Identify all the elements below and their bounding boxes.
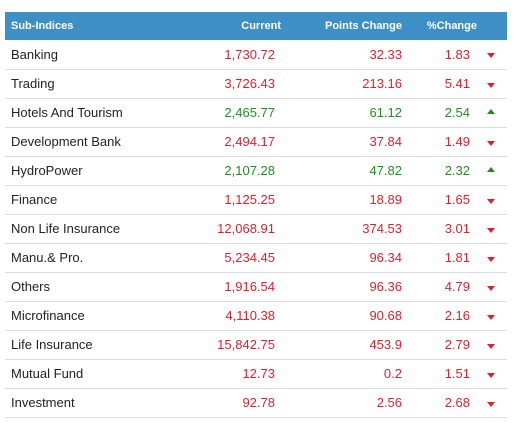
current-value: 92.78: [168, 388, 311, 418]
table-row[interactable]: Development Bank 2,494.17 37.84 1.49: [5, 127, 507, 157]
percent-change-cell: 3.01: [416, 214, 507, 244]
sub-index-name[interactable]: Banking: [5, 40, 168, 70]
sub-index-name[interactable]: Finance: [5, 185, 168, 215]
points-change-value: 61.12: [311, 98, 416, 128]
points-change-value: 37.84: [311, 127, 416, 157]
header-sub-indices[interactable]: Sub-Indices: [11, 20, 74, 32]
current-value: 4,110.38: [168, 301, 311, 331]
percent-change-cell: 1.51: [416, 359, 507, 389]
table-header-row: Sub-Indices Current Points Change %Chang…: [5, 12, 507, 40]
table-body: Banking 1,730.72 32.33 1.83 Trading 3,726.43 2…: [5, 40, 507, 418]
sub-index-name[interactable]: Mutual Fund: [5, 359, 168, 389]
current-value: 12,068.91: [168, 214, 311, 244]
current-value: 1,730.72: [168, 40, 311, 70]
sub-index-name[interactable]: Trading: [5, 69, 168, 99]
sub-index-name[interactable]: Microfinance: [5, 301, 168, 331]
points-change-value: 213.16: [311, 69, 416, 99]
percent-change-cell: 1.65: [416, 185, 507, 215]
current-value: 2,107.28: [168, 156, 311, 186]
header-points-change[interactable]: Points Change: [324, 20, 402, 32]
percent-change-value: 2.16: [444, 308, 470, 323]
current-value: 1,125.25: [168, 185, 311, 215]
percent-change-value: 1.49: [444, 134, 470, 149]
percent-change-cell: 1.81: [416, 243, 507, 273]
points-change-value: 47.82: [311, 156, 416, 186]
percent-change-cell: 2.16: [416, 301, 507, 331]
points-change-value: 32.33: [311, 40, 416, 70]
percent-change-value: 1.51: [444, 366, 470, 381]
percent-change-cell: 2.32: [416, 156, 507, 186]
percent-change-value: 1.81: [444, 250, 470, 265]
percent-change-value: 2.79: [444, 337, 470, 352]
sub-index-name[interactable]: Non Life Insurance: [5, 214, 168, 244]
table-row[interactable]: Life Insurance 15,842.75 453.9 2.79: [5, 330, 507, 360]
header-current[interactable]: Current: [241, 20, 281, 32]
percent-change-cell: 4.79: [416, 272, 507, 302]
points-change-value: 18.89: [311, 185, 416, 215]
sub-index-name[interactable]: Life Insurance: [5, 330, 168, 360]
caret-up-icon: [487, 166, 495, 172]
table-row[interactable]: Trading 3,726.43 213.16 5.41: [5, 69, 507, 99]
caret-down-icon: [487, 343, 495, 349]
sub-index-name[interactable]: Investment: [5, 388, 168, 418]
sub-index-name[interactable]: Development Bank: [5, 127, 168, 157]
points-change-value: 96.34: [311, 243, 416, 273]
points-change-value: 0.2: [311, 359, 416, 389]
table-row[interactable]: Microfinance 4,110.38 90.68 2.16: [5, 301, 507, 331]
caret-down-icon: [487, 401, 495, 407]
current-value: 1,916.54: [168, 272, 311, 302]
percent-change-value: 2.32: [444, 163, 470, 178]
percent-change-value: 2.54: [444, 105, 470, 120]
percent-change-value: 1.83: [444, 46, 470, 62]
caret-down-icon: [487, 53, 495, 59]
caret-down-icon: [487, 285, 495, 291]
caret-up-icon: [487, 108, 495, 114]
caret-down-icon: [487, 140, 495, 146]
points-change-value: 96.36: [311, 272, 416, 302]
current-value: 2,494.17: [168, 127, 311, 157]
caret-down-icon: [487, 256, 495, 262]
points-change-value: 453.9: [311, 330, 416, 360]
percent-change-cell: 1.49: [416, 127, 507, 157]
table-row[interactable]: HydroPower 2,107.28 47.82 2.32: [5, 156, 507, 186]
caret-down-icon: [487, 372, 495, 378]
percent-change-cell: 2.68: [416, 388, 507, 418]
caret-down-icon: [487, 227, 495, 233]
percent-change-cell: 2.79: [416, 330, 507, 360]
percent-change-value: 5.41: [444, 76, 470, 91]
table-row[interactable]: Investment 92.78 2.56 2.68: [5, 388, 507, 418]
percent-change-cell: 2.54: [416, 98, 507, 128]
sub-index-name[interactable]: Others: [5, 272, 168, 302]
points-change-value: 374.53: [311, 214, 416, 244]
percent-change-value: 2.68: [444, 395, 470, 410]
sub-index-name[interactable]: Manu.& Pro.: [5, 243, 168, 273]
percent-change-cell: 1.83: [416, 40, 507, 70]
sub-indices-table-container: Sub-Indices Current Points Change %Chang…: [5, 12, 507, 418]
current-value: 3,726.43: [168, 69, 311, 99]
caret-down-icon: [487, 314, 495, 320]
header-percent-change[interactable]: %Change: [426, 20, 477, 32]
table-row[interactable]: Banking 1,730.72 32.33 1.83: [5, 40, 507, 70]
percent-change-value: 4.79: [444, 279, 470, 294]
table-row[interactable]: Others 1,916.54 96.36 4.79: [5, 272, 507, 302]
percent-change-cell: 5.41: [416, 69, 507, 99]
current-value: 5,234.45: [168, 243, 311, 273]
percent-change-value: 3.01: [444, 221, 470, 236]
table-row[interactable]: Manu.& Pro. 5,234.45 96.34 1.81: [5, 243, 507, 273]
table-row[interactable]: Non Life Insurance 12,068.91 374.53 3.01: [5, 214, 507, 244]
percent-change-value: 1.65: [444, 192, 470, 207]
points-change-value: 2.56: [311, 388, 416, 418]
current-value: 2,465.77: [168, 98, 311, 128]
points-change-value: 90.68: [311, 301, 416, 331]
current-value: 12.73: [168, 359, 311, 389]
table-row[interactable]: Finance 1,125.25 18.89 1.65: [5, 185, 507, 215]
caret-down-icon: [487, 198, 495, 204]
table-row[interactable]: Mutual Fund 12.73 0.2 1.51: [5, 359, 507, 389]
table-row[interactable]: Hotels And Tourism 2,465.77 61.12 2.54: [5, 98, 507, 128]
sub-index-name[interactable]: Hotels And Tourism: [5, 98, 168, 128]
current-value: 15,842.75: [168, 330, 311, 360]
caret-down-icon: [487, 82, 495, 88]
sub-index-name[interactable]: HydroPower: [5, 156, 168, 186]
sub-indices-table: Sub-Indices Current Points Change %Chang…: [5, 12, 507, 418]
